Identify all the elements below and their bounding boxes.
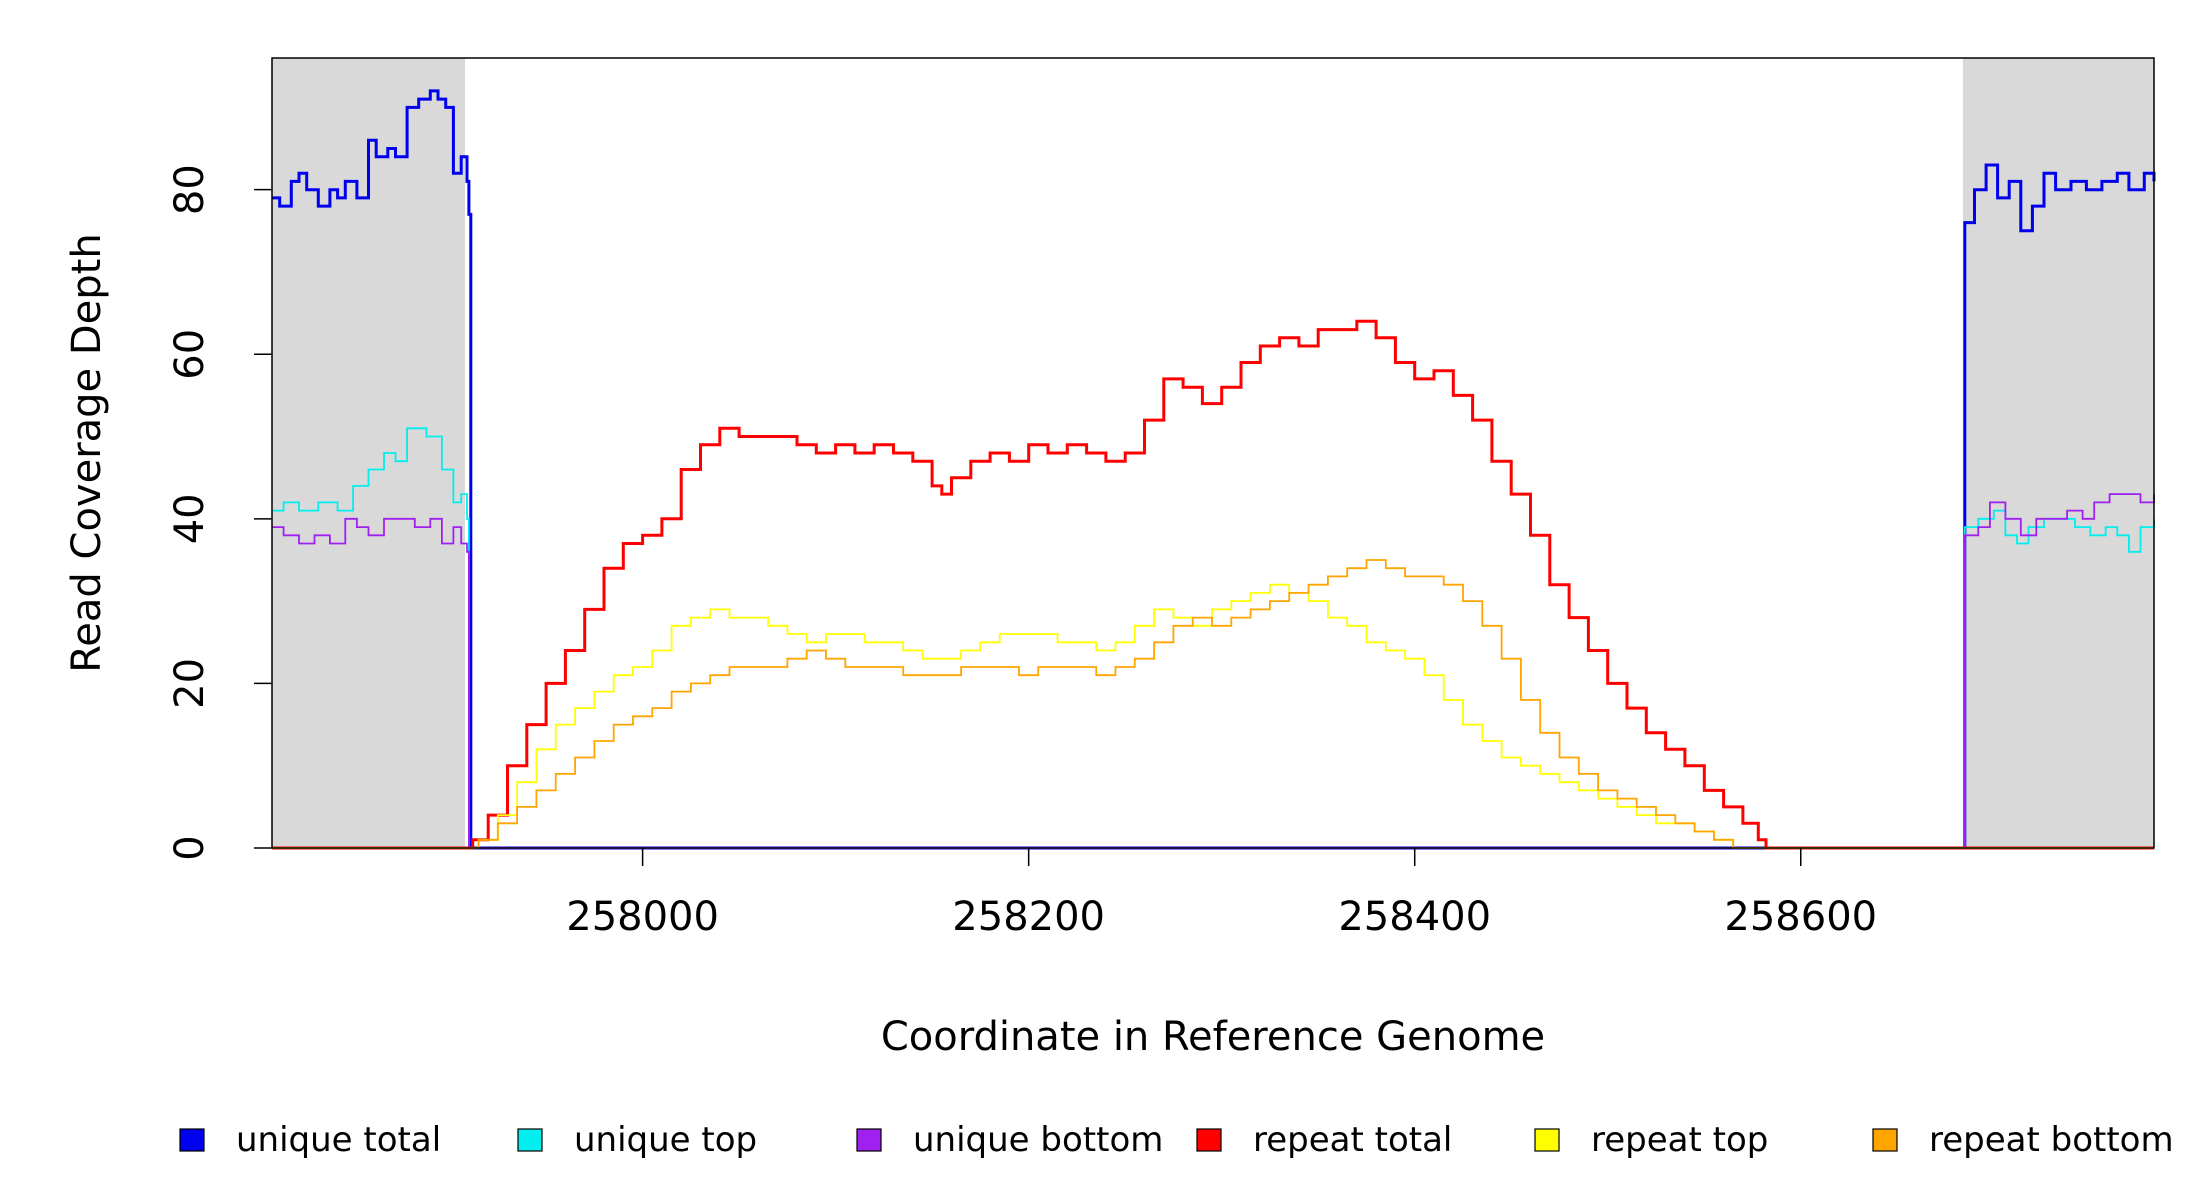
x-tick-label: 258000 [566, 894, 719, 940]
legend-label-repeat-total: repeat total [1253, 1120, 1452, 1160]
legend-swatch-repeat-top [1534, 1128, 1560, 1152]
y-tick-label: 0 [167, 835, 213, 860]
series-line-repeat-bottom [272, 559, 2154, 849]
plot-frame [271, 57, 2155, 849]
series-line-unique-top [272, 427, 2155, 849]
legend-label-repeat-top: repeat top [1591, 1120, 1768, 1160]
legend-label-unique-bottom: unique bottom [913, 1120, 1163, 1160]
x-axis-label: Coordinate in Reference Genome [881, 1014, 1545, 1060]
shaded-regions [272, 58, 2154, 848]
y-axis-label: Read Coverage Depth [64, 233, 110, 672]
series-layer [272, 89, 2156, 850]
series-line-unique-total [272, 89, 2156, 850]
legend-swatch-repeat-total [1196, 1128, 1222, 1152]
x-axis: 258000 258200 258400 258600 [566, 848, 1877, 940]
legend-label-unique-total: unique total [236, 1120, 441, 1160]
y-tick-label: 40 [167, 493, 213, 544]
legend-swatch-unique-bottom [856, 1128, 882, 1152]
x-tick-label: 258200 [952, 894, 1105, 940]
series-line-repeat-total [272, 319, 2154, 850]
y-tick-label: 20 [167, 658, 213, 709]
y-tick-label: 80 [167, 164, 213, 215]
y-axis: 0 20 40 60 80 [167, 164, 272, 861]
legend: unique total unique top unique bottom repea… [179, 1120, 2174, 1160]
legend-swatch-unique-total [179, 1128, 205, 1152]
shaded-region-2 [1962, 58, 2154, 848]
legend-swatch-repeat-bottom [1872, 1128, 1898, 1152]
legend-label-unique-top: unique top [574, 1120, 757, 1160]
series-line-repeat-top [272, 583, 2154, 849]
legend-swatch-unique-top [517, 1128, 543, 1152]
x-tick-label: 258400 [1338, 894, 1491, 940]
y-tick-label: 60 [167, 329, 213, 380]
x-tick-label: 258600 [1724, 894, 1877, 940]
series-line-unique-bottom [272, 493, 2155, 849]
legend-label-repeat-bottom: repeat bottom [1929, 1120, 2174, 1160]
